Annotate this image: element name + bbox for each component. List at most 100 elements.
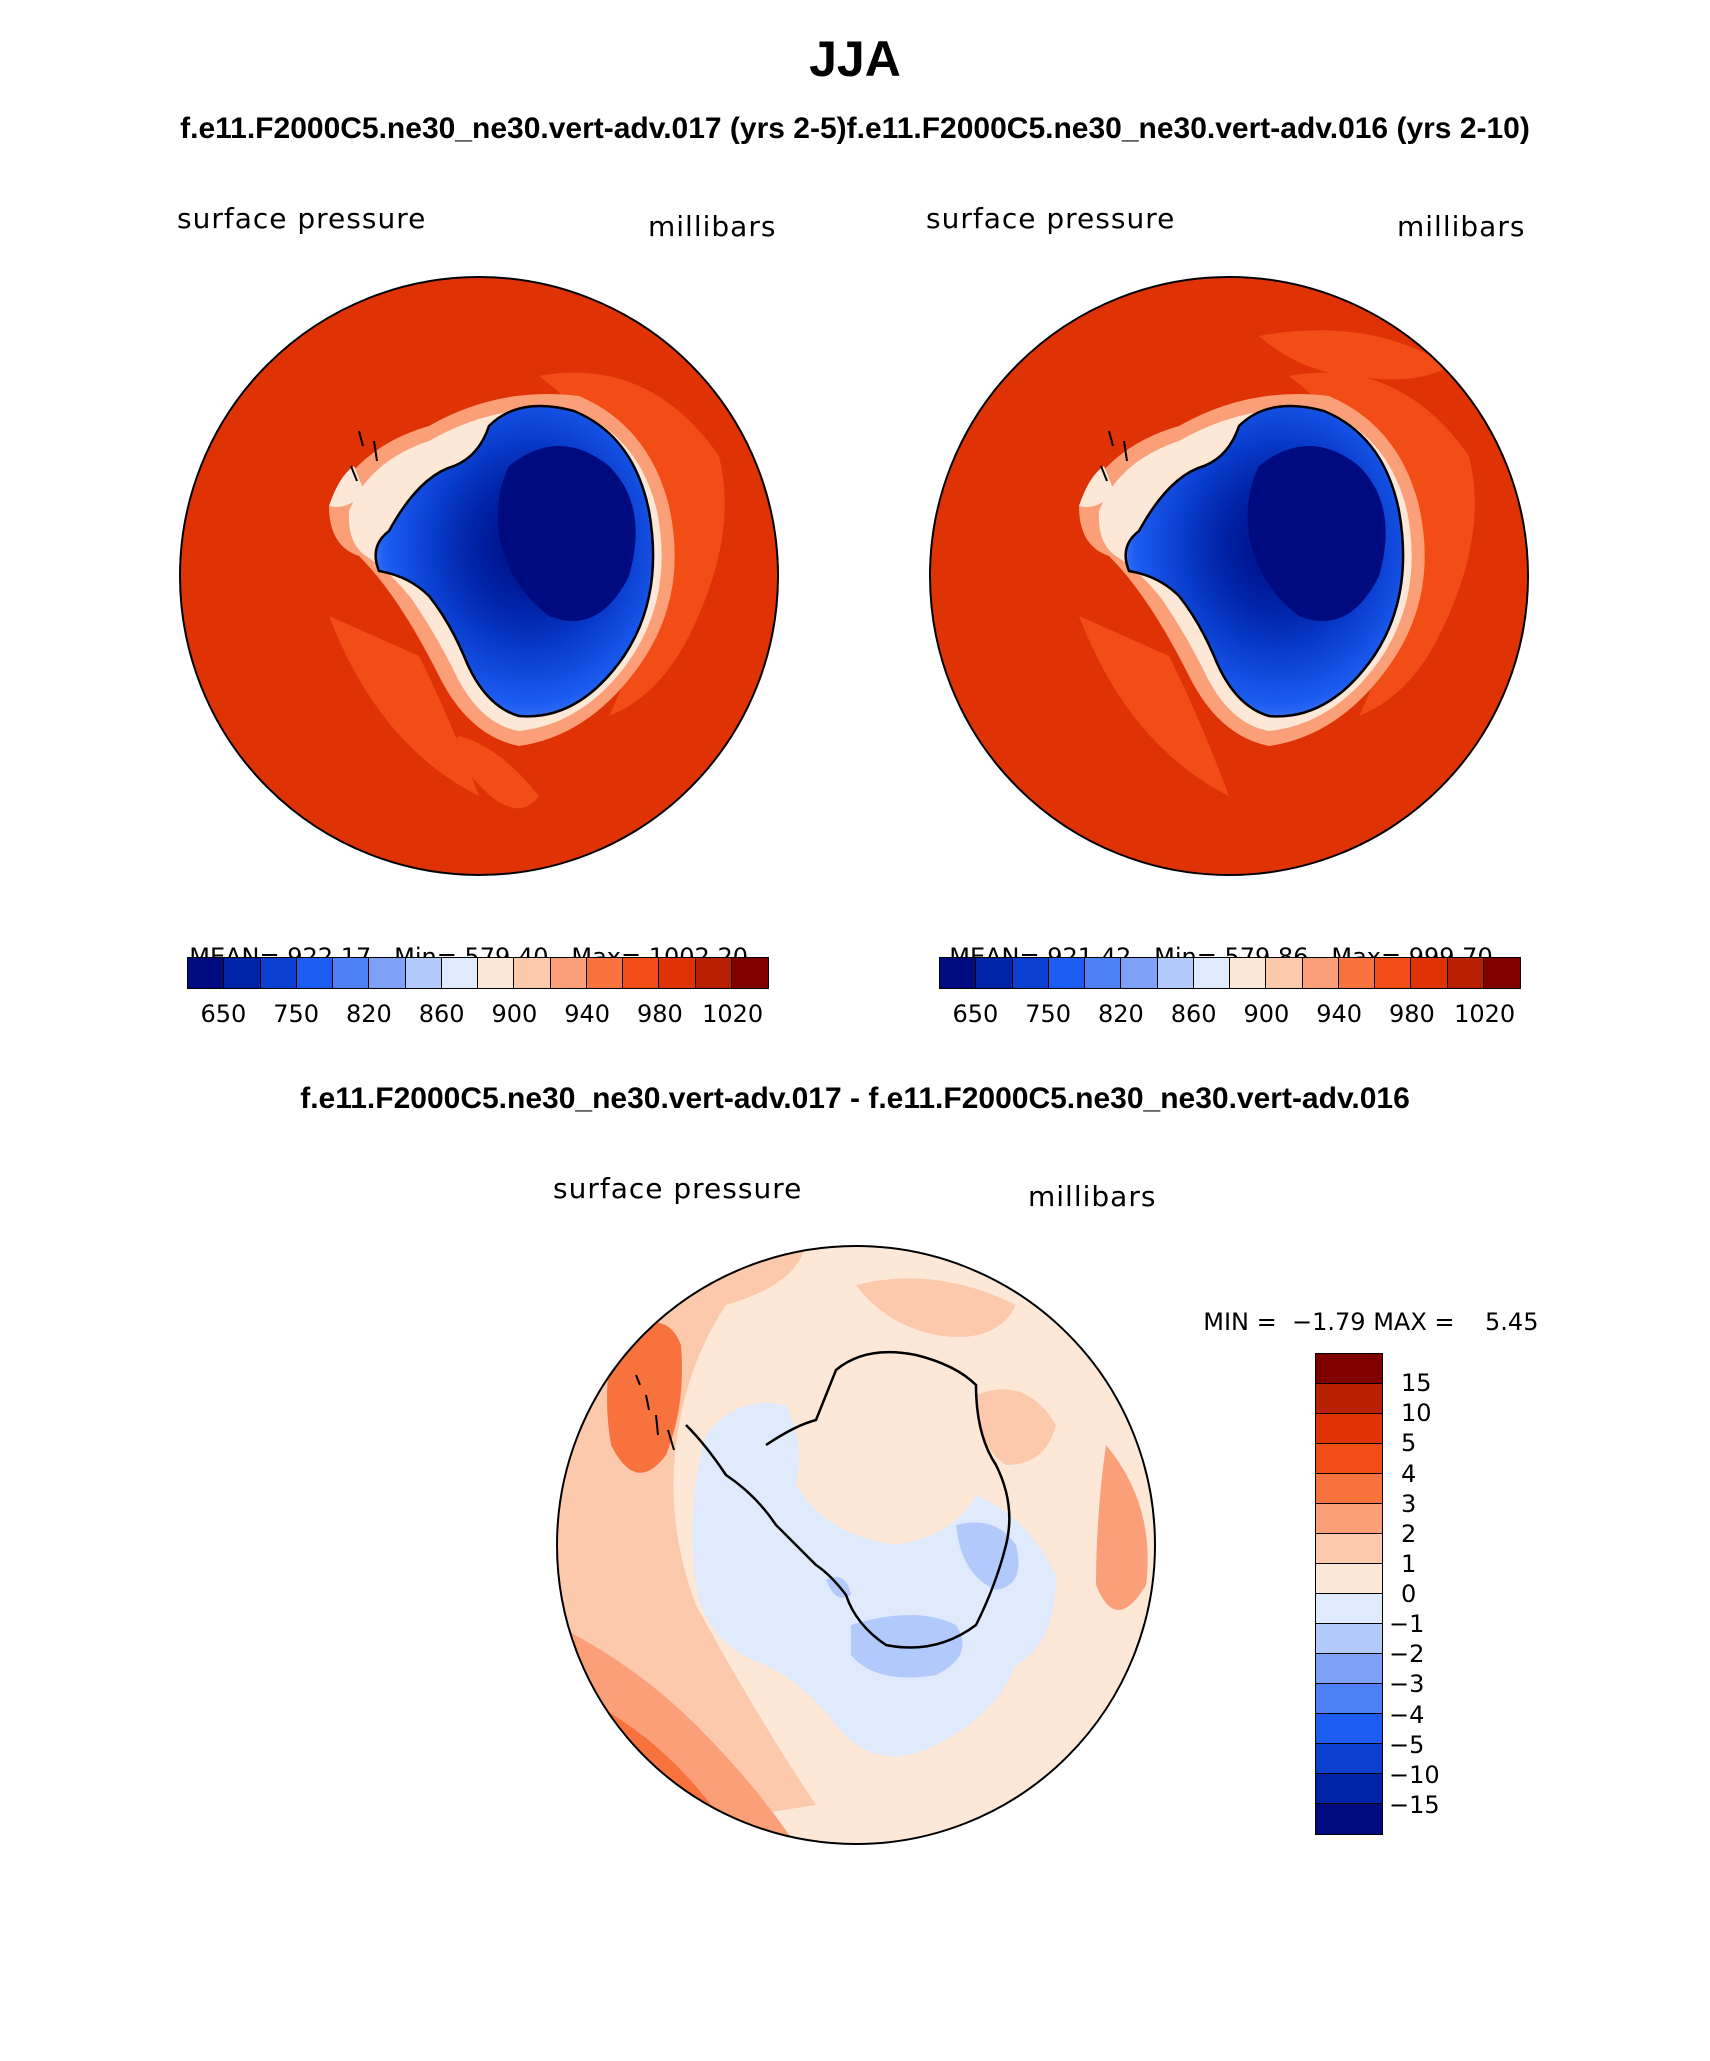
colorbar-swatch	[188, 958, 225, 988]
colorbar-swatch	[1316, 1684, 1382, 1714]
colorbar-tick-label: 940	[1316, 1000, 1363, 1028]
top-case-titles: f.e11.F2000C5.ne30_ne30.vert-adv.017 (yr…	[0, 112, 1710, 146]
colorbar-swatch	[1266, 958, 1303, 988]
colorbar-swatch	[1316, 1534, 1382, 1564]
colorbar-tick-label: 0	[1401, 1580, 1417, 1608]
colorbar-swatch	[1193, 958, 1230, 988]
colorbar-tick-label: 650	[200, 1000, 247, 1028]
colorbar-swatch	[586, 958, 623, 988]
case-title-left: f.e11.F2000C5.ne30_ne30.vert-adv.017 (yr…	[180, 112, 847, 145]
colorbar-swatch	[1302, 958, 1339, 988]
panel2-colorbar-ticks: 650 750 820 860 900 940 980 1020	[939, 1000, 1521, 1030]
difference-colorbar	[1315, 1353, 1383, 1835]
colorbar-tick-label: 980	[1388, 1000, 1435, 1028]
panel2-units-label: millibars	[1397, 210, 1526, 243]
colorbar-swatch	[550, 958, 587, 988]
panel2-polar-map	[929, 276, 1529, 876]
colorbar-tick-label: 940	[564, 1000, 611, 1028]
colorbar-tick-label: 750	[273, 1000, 320, 1028]
colorbar-swatch	[1012, 958, 1049, 988]
panel1-colorbar-ticks: 650 750 820 860 900 940 980 1020	[187, 1000, 769, 1030]
colorbar-tick-label: 900	[491, 1000, 538, 1028]
colorbar-swatch	[1316, 1444, 1382, 1474]
panel1-polar-map	[179, 276, 779, 876]
colorbar-swatch	[1316, 1474, 1382, 1504]
colorbar-swatch	[1375, 958, 1412, 988]
colorbar-swatch	[478, 958, 515, 988]
colorbar-tick-label: 1	[1401, 1549, 1417, 1578]
colorbar-swatch	[695, 958, 732, 988]
diff-max-label: MAX =	[1373, 1308, 1455, 1336]
season-title: JJA	[809, 31, 901, 87]
colorbar-swatch	[659, 958, 696, 988]
colorbar-swatch	[1316, 1384, 1382, 1414]
colorbar-tick-label: −5	[1389, 1730, 1425, 1759]
colorbar-tick-label: 860	[1170, 1000, 1217, 1028]
colorbar-swatch	[405, 958, 442, 988]
colorbar-swatch	[1316, 1804, 1382, 1834]
colorbar-tick-label: −10	[1389, 1760, 1440, 1789]
diff-units-label: millibars	[1028, 1180, 1157, 1213]
colorbar-swatch	[1048, 958, 1085, 988]
colorbar-tick-label: 15	[1401, 1369, 1432, 1398]
colorbar-swatch	[1230, 958, 1267, 988]
colorbar-swatch	[731, 958, 768, 988]
colorbar-tick-label: −2	[1389, 1640, 1425, 1669]
colorbar-tick-label: −4	[1389, 1700, 1425, 1729]
difference-polar-map	[556, 1245, 1156, 1845]
colorbar-swatch	[1483, 958, 1520, 988]
colorbar-tick-label: 1020	[702, 1000, 764, 1028]
colorbar-swatch	[260, 958, 297, 988]
colorbar-tick-label: 650	[952, 1000, 999, 1028]
colorbar-tick-label: 820	[1097, 1000, 1144, 1028]
colorbar-swatch	[976, 958, 1013, 988]
colorbar-swatch	[1447, 958, 1484, 988]
colorbar-tick-label: 10	[1401, 1399, 1432, 1428]
colorbar-tick-label: 860	[418, 1000, 465, 1028]
colorbar-tick-label: 3	[1401, 1489, 1417, 1518]
colorbar-swatch	[1316, 1744, 1382, 1774]
colorbar-tick-label: 900	[1243, 1000, 1290, 1028]
panel2-colorbar	[939, 957, 1521, 989]
colorbar-swatch	[333, 958, 370, 988]
diff-min-value: −1.79	[1292, 1308, 1366, 1336]
diff-min-label: MIN =	[1203, 1308, 1277, 1336]
diff-minmax: MIN = −1.79 MAX = 5.45	[1188, 1280, 1538, 1336]
colorbar-tick-label: −1	[1389, 1610, 1425, 1639]
diff-variable-label: surface pressure	[553, 1172, 803, 1205]
colorbar-swatch	[940, 958, 977, 988]
colorbar-swatch	[1316, 1564, 1382, 1594]
colorbar-swatch	[514, 958, 551, 988]
colorbar-tick-label: 980	[636, 1000, 683, 1028]
colorbar-swatch	[1411, 958, 1448, 988]
colorbar-tick-label: 4	[1401, 1459, 1417, 1488]
colorbar-tick-label: 1020	[1454, 1000, 1516, 1028]
colorbar-swatch	[1085, 958, 1122, 988]
colorbar-swatch	[224, 958, 261, 988]
colorbar-tick-label: 750	[1025, 1000, 1072, 1028]
colorbar-swatch	[369, 958, 406, 988]
colorbar-tick-label: −3	[1389, 1670, 1425, 1699]
colorbar-swatch	[1338, 958, 1375, 988]
colorbar-swatch	[1316, 1624, 1382, 1654]
colorbar-swatch	[1121, 958, 1158, 988]
colorbar-swatch	[1157, 958, 1194, 988]
colorbar-swatch	[1316, 1354, 1382, 1384]
colorbar-tick-label: 820	[345, 1000, 392, 1028]
panel1-colorbar	[187, 957, 769, 989]
colorbar-swatch	[1316, 1654, 1382, 1684]
panel2-variable-label: surface pressure	[926, 202, 1176, 235]
colorbar-tick-label: 5	[1401, 1429, 1417, 1458]
panel1-units-label: millibars	[648, 210, 777, 243]
colorbar-swatch	[623, 958, 660, 988]
colorbar-tick-label: −15	[1389, 1790, 1440, 1819]
colorbar-swatch	[1316, 1774, 1382, 1804]
colorbar-swatch	[1316, 1414, 1382, 1444]
colorbar-tick-label: 2	[1401, 1519, 1417, 1548]
panel1-variable-label: surface pressure	[177, 202, 427, 235]
colorbar-swatch	[296, 958, 333, 988]
difference-colorbar-ticks: 15 10 5 4 3 2 1 0 −1 −2 −3 −4 −5 −10 −15	[1389, 1353, 1473, 1835]
case-title-right: f.e11.F2000C5.ne30_ne30.vert-adv.016 (yr…	[846, 112, 1530, 145]
difference-title: f.e11.F2000C5.ne30_ne30.vert-adv.017 - f…	[300, 1082, 1410, 1115]
diff-max-value: 5.45	[1485, 1308, 1539, 1336]
